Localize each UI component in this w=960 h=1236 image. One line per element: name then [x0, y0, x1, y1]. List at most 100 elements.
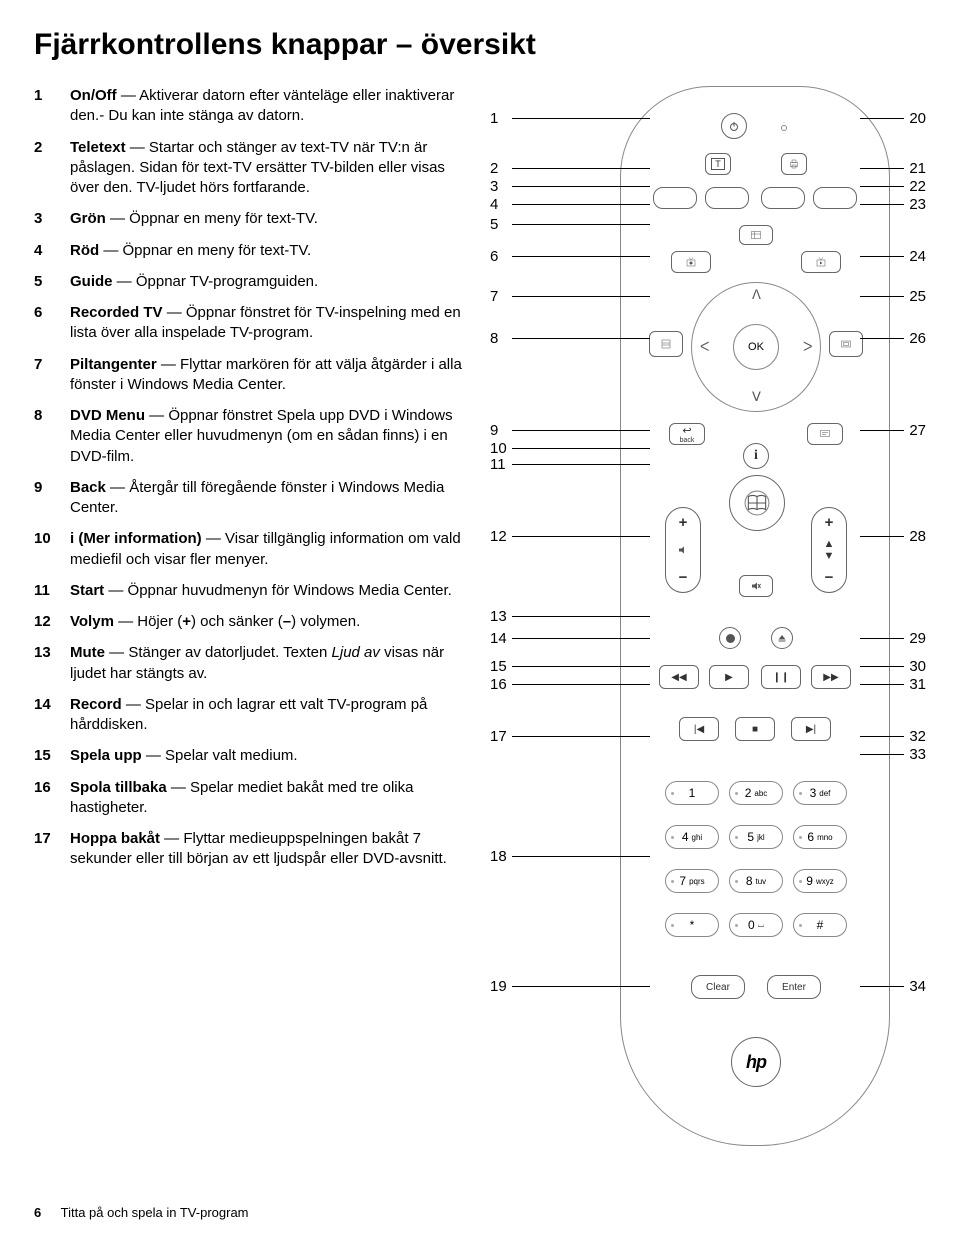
guide-button [739, 225, 773, 245]
record-button [719, 627, 741, 649]
description-row: 1On/Off — Aktiverar datorn efter väntelä… [34, 86, 474, 127]
ok-button: OK [733, 324, 779, 370]
callout-number-left: 8 [490, 330, 498, 347]
description-number: 9 [34, 478, 70, 519]
recorded-tv-button [671, 251, 711, 273]
description-text: Record — Spelar in och lagrar ett valt T… [70, 695, 474, 736]
callout-line [512, 536, 650, 537]
keypad-key-9: 9wxyz [793, 869, 847, 893]
teletext-sub-button [807, 423, 843, 445]
callout-number-right: 22 [909, 178, 926, 195]
callout-number-left: 7 [490, 288, 498, 305]
keypad-key-#: # [793, 913, 847, 937]
volume-rocker: + − [665, 507, 701, 593]
description-row: 6Recorded TV — Öppnar fönstret för TV-in… [34, 303, 474, 344]
callout-line [512, 224, 650, 225]
description-number: 13 [34, 643, 70, 684]
callout-line [512, 296, 650, 297]
description-number: 8 [34, 406, 70, 467]
remote-outline: T OK ᐱ ᐯ ᐸ [620, 86, 890, 1146]
callout-number-left: 12 [490, 528, 507, 545]
hp-logo: hp [731, 1037, 781, 1087]
descriptions-list: 1On/Off — Aktiverar datorn efter väntelä… [34, 86, 474, 1146]
callout-line [860, 430, 904, 431]
description-row: 3Grön — Öppnar en meny för text-TV. [34, 209, 474, 229]
footer-text: Titta på och spela in TV-program [61, 1205, 249, 1220]
callout-line [860, 736, 904, 737]
callout-line [512, 338, 650, 339]
callout-number-right: 25 [909, 288, 926, 305]
callout-number-left: 6 [490, 248, 498, 265]
description-number: 14 [34, 695, 70, 736]
callout-number-right: 26 [909, 330, 926, 347]
eject-button [771, 627, 793, 649]
callout-number-right: 28 [909, 528, 926, 545]
rewind-button: ◀◀ [659, 665, 699, 689]
left-arrow-icon: ᐸ [700, 339, 709, 355]
callout-number-left: 10 [490, 440, 507, 457]
callout-number-right: 23 [909, 196, 926, 213]
callout-number-right: 31 [909, 676, 926, 693]
callout-number-right: 34 [909, 978, 926, 995]
description-text: Mute — Stänger av datorljudet. Texten Lj… [70, 643, 474, 684]
description-text: On/Off — Aktiverar datorn efter vänteläg… [70, 86, 474, 127]
keypad-key-1: 1 [665, 781, 719, 805]
description-row: 10i (Mer information) — Visar tillgängli… [34, 529, 474, 570]
teletext-button: T [705, 153, 731, 175]
mute-button [739, 575, 773, 597]
callout-line [860, 666, 904, 667]
yellow-button [761, 187, 805, 209]
description-text: Spela upp — Spelar valt medium. [70, 746, 474, 766]
callout-number-left: 2 [490, 160, 498, 177]
callout-line [512, 204, 650, 205]
callout-number-left: 18 [490, 848, 507, 865]
callout-number-left: 17 [490, 728, 507, 745]
callout-line [512, 256, 650, 257]
skip-forward-button: ▶| [791, 717, 831, 741]
volume-icon [677, 544, 689, 556]
page-footer: 6 Titta på och spela in TV-program [34, 1205, 249, 1220]
led-indicator [781, 125, 787, 131]
callout-line [512, 856, 650, 857]
print-button [781, 153, 807, 175]
description-text: Start — Öppnar huvudmenyn för Windows Me… [70, 581, 474, 601]
page-number: 6 [34, 1205, 41, 1220]
keypad-key-5: 5jkl [729, 825, 783, 849]
callout-number-right: 21 [909, 160, 926, 177]
up-arrow-icon: ᐱ [752, 287, 761, 303]
description-row: 8DVD Menu — Öppnar fönstret Spela upp DV… [34, 406, 474, 467]
right-arrow-icon: ᐳ [803, 339, 812, 355]
description-text: Röd — Öppnar en meny för text-TV. [70, 241, 474, 261]
blue-button [813, 187, 857, 209]
callout-line [512, 186, 650, 187]
callout-number-right: 33 [909, 746, 926, 763]
callout-line [860, 754, 904, 755]
callout-line [860, 684, 904, 685]
keypad-key-0: 0⌴ [729, 913, 783, 937]
callout-number-left: 11 [490, 456, 506, 473]
keypad-key-4: 4ghi [665, 825, 719, 849]
callout-number-left: 1 [490, 110, 498, 127]
description-number: 4 [34, 241, 70, 261]
callout-number-right: 24 [909, 248, 926, 265]
keypad-key-7: 7pqrs [665, 869, 719, 893]
description-row: 5Guide — Öppnar TV-programguiden. [34, 272, 474, 292]
callout-line [512, 736, 650, 737]
callout-line [860, 536, 904, 537]
description-number: 10 [34, 529, 70, 570]
clear-button: Clear [691, 975, 745, 999]
description-text: i (Mer information) — Visar tillgänglig … [70, 529, 474, 570]
callout-line [512, 464, 650, 465]
forward-button: ▶▶ [811, 665, 851, 689]
stop-button: ■ [735, 717, 775, 741]
callout-line [860, 986, 904, 987]
description-text: DVD Menu — Öppnar fönstret Spela upp DVD… [70, 406, 474, 467]
callout-line [512, 666, 650, 667]
description-number: 6 [34, 303, 70, 344]
callout-number-left: 16 [490, 676, 507, 693]
callout-line [512, 448, 650, 449]
callout-number-left: 13 [490, 608, 507, 625]
enter-button: Enter [767, 975, 821, 999]
description-text: Volym — Höjer (+) och sänker (–) volymen… [70, 612, 474, 632]
callout-number-left: 15 [490, 658, 507, 675]
